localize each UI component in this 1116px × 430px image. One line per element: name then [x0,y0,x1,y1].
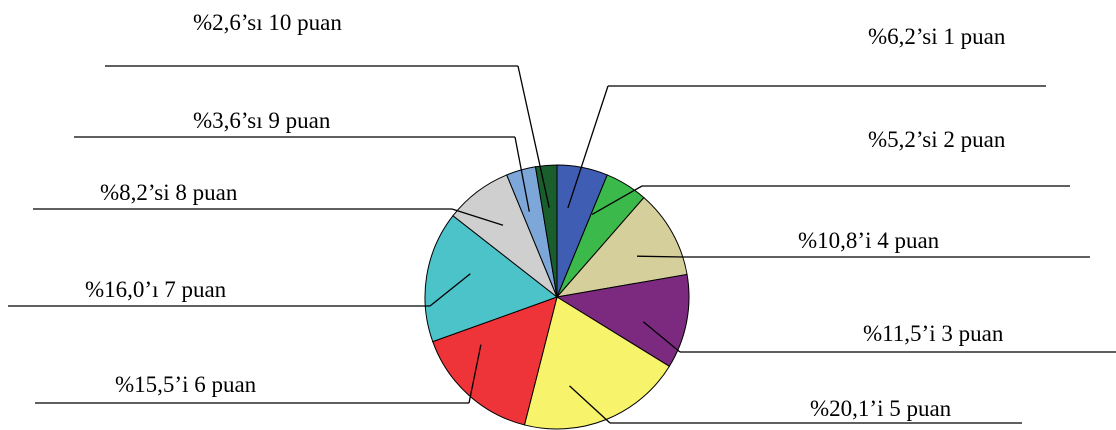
pie-slice [424,215,559,343]
slice-labels: %6,2’si 1 puan %5,2’si 2 puan %10,8’i 4 pu… [85,10,1006,421]
slice-label: %8,2’si 8 puan [100,180,238,205]
slice-label: %15,5’i 6 puan [115,372,257,397]
slice-label: %10,8’i 4 puan [798,228,940,253]
slice-label: %16,0’ı 7 puan [85,277,227,302]
leader-line [468,344,482,404]
pie-slice [555,196,688,298]
slice-label: %2,6’sı 10 puan [193,10,342,35]
leader-line [569,385,611,424]
pie-slice [534,164,558,298]
leader-line [429,273,471,307]
slice-label: %5,2’si 2 puan [868,127,1006,152]
leader-line [636,255,684,258]
pie-slice [432,296,558,426]
slice-label: %20,1’i 5 puan [810,396,952,421]
leader-line [567,85,609,209]
slice-label: %3,6’sı 9 puan [193,108,331,133]
pie-slice [555,273,690,368]
slice-label: %6,2’si 1 puan [868,24,1006,49]
leader-lines [8,65,1116,424]
leader-line [517,65,550,208]
leader-line [591,185,643,215]
slice-label: %11,5’i 3 puan [863,321,1004,346]
leader-line [642,321,681,353]
leader-line [451,208,504,226]
pie-slices [424,164,690,430]
leader-line [514,136,530,212]
